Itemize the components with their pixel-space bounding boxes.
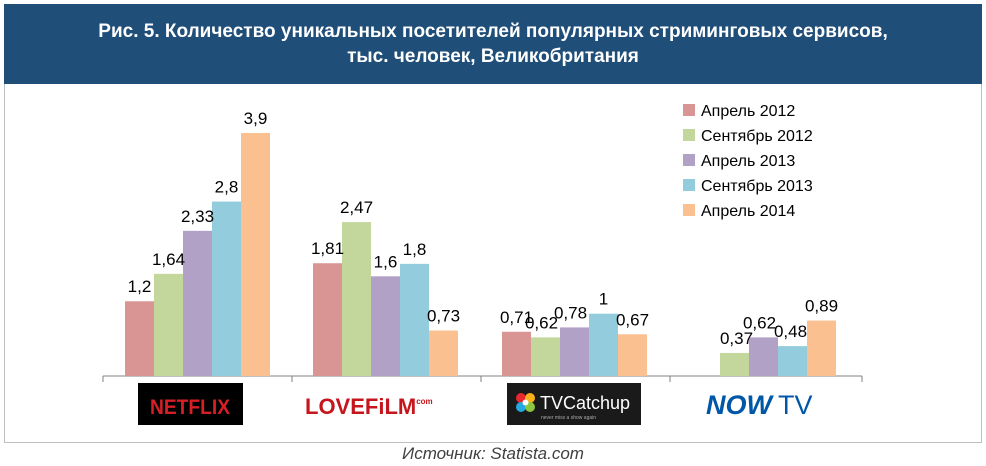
- tvcatchup-tagline: never miss a show again: [541, 415, 596, 421]
- data-label: 0,62: [525, 313, 558, 332]
- bar: [807, 320, 836, 376]
- data-label: 0,73: [427, 307, 460, 326]
- data-label: 1,8: [403, 240, 427, 259]
- data-label: 2,33: [181, 207, 214, 226]
- data-label: 1,64: [152, 250, 185, 269]
- bar: [589, 313, 618, 376]
- data-label: 0,78: [554, 303, 587, 322]
- legend-label: Апрель 2014: [701, 203, 795, 220]
- data-label: 0,89: [805, 297, 838, 316]
- bar: [342, 222, 371, 376]
- nowtv-logo: NOW TV: [706, 390, 813, 420]
- legend-swatch: [683, 204, 695, 216]
- data-label: 1: [599, 290, 608, 309]
- bar: [371, 276, 400, 376]
- tvcatchup-flower-icon: [516, 393, 535, 412]
- data-label: 3,9: [244, 109, 268, 128]
- bar: [212, 201, 241, 376]
- data-labels-group: 1,21,810,711,642,470,620,372,331,60,780,…: [128, 109, 838, 348]
- data-label: 0,71: [500, 308, 533, 327]
- legend-label: Апрель 2012: [701, 103, 795, 120]
- data-label: 0,62: [743, 313, 776, 332]
- bar: [560, 327, 589, 376]
- bar: [154, 273, 183, 376]
- bar: [502, 331, 531, 376]
- data-label: 1,2: [128, 277, 152, 296]
- legend-swatch: [683, 104, 695, 116]
- legend-label: Апрель 2013: [701, 153, 795, 170]
- bar: [531, 337, 560, 376]
- legend: Апрель 2012 Сентябрь 2012 Апрель 2013 Сентя…: [683, 103, 813, 220]
- bar: [749, 337, 778, 376]
- legend-swatch: [683, 129, 695, 141]
- legend-swatch: [683, 154, 695, 166]
- legend-label: Сентябрь 2013: [701, 178, 813, 195]
- data-label: 2,8: [215, 178, 239, 197]
- bars-group: [125, 133, 836, 376]
- bar: [618, 334, 647, 376]
- source-note: Источник: Statista.com: [402, 444, 584, 463]
- legend-swatch: [683, 179, 695, 191]
- netflix-logo-text: NETFLIX: [150, 396, 230, 419]
- tvcatchup-logo: TVCatchup never miss a show again: [507, 383, 641, 425]
- data-label: 1,81: [311, 239, 344, 258]
- chart-title-line-1: Рис. 5. Количество уникальных посетителе…: [98, 21, 888, 42]
- bar: [400, 263, 429, 376]
- tvcatchup-logo-text: TVCatchup: [540, 393, 630, 413]
- bar: [778, 346, 807, 376]
- data-label: 0,48: [774, 322, 807, 341]
- netflix-logo: NETFLIX: [138, 383, 243, 425]
- bar: [313, 263, 342, 376]
- bar: [720, 352, 749, 376]
- lovefilm-logo: LOVEFiLMcom: [305, 394, 433, 419]
- data-label: 2,47: [340, 198, 373, 217]
- data-label: 0,37: [720, 329, 753, 348]
- bar: [429, 330, 458, 376]
- lovefilm-logo-text: LOVEFiLMcom: [305, 394, 433, 419]
- bar: [183, 230, 212, 376]
- legend-label: Сентябрь 2012: [701, 128, 813, 145]
- bar: [241, 133, 270, 376]
- bar: [125, 301, 154, 376]
- nowtv-logo-text: NOW TV: [706, 390, 813, 420]
- chart-title-banner: Рис. 5. Количество уникальных посетителе…: [4, 4, 982, 84]
- data-label: 1,6: [374, 252, 398, 271]
- chart-title-line-2: тыс. человек, Великобритания: [347, 46, 639, 67]
- chart-frame: [4, 84, 982, 443]
- data-label: 0,67: [616, 310, 649, 329]
